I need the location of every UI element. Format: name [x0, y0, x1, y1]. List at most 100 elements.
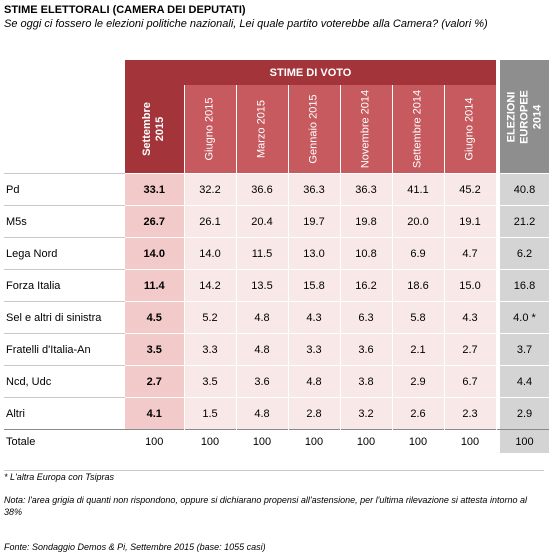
party-label: Ncd, Udc: [4, 365, 125, 398]
value-cell: 3.8: [340, 365, 393, 398]
table-row: Sel e altri di sinistra 4.5 5.2 4.8 4.3 6.3 5.…: [4, 301, 549, 334]
value-cell: 4.1: [125, 397, 185, 430]
value-cell: 11.5: [236, 237, 289, 270]
table-row: M5s 26.7 26.1 20.4 19.7 19.8 20.0 19.1 21.2: [4, 205, 549, 238]
eu-value-cell: 100: [500, 429, 549, 453]
party-label: M5s: [4, 205, 125, 238]
eu-value-cell: 40.8: [500, 173, 549, 206]
cell-gap: [496, 173, 500, 206]
value-cell: 13.5: [236, 269, 289, 302]
party-label: Altri: [4, 397, 125, 430]
value-cell: 2.8: [288, 397, 341, 430]
value-cell: 41.1: [392, 173, 445, 206]
value-cell: 19.8: [340, 205, 393, 238]
cell-gap: [496, 269, 500, 302]
cell-gap: [496, 301, 500, 334]
value-cell: 5.2: [184, 301, 237, 334]
party-label: Lega Nord: [4, 237, 125, 270]
value-cell: 14.0: [184, 237, 237, 270]
value-cell: 15.8: [288, 269, 341, 302]
cell-gap: [496, 397, 500, 430]
table-body: Pd 33.1 32.2 36.6 36.3 36.3 41.1 45.2 40.8 M5s 26.…: [4, 173, 549, 453]
column-header-0: Settembre 2015: [125, 85, 185, 174]
party-label: Pd: [4, 173, 125, 206]
column-header-label: Giugno 2015: [203, 97, 216, 161]
value-cell: 2.1: [392, 333, 445, 366]
cell-gap: [496, 365, 500, 398]
eu-value-cell: 21.2: [500, 205, 549, 238]
value-cell: 100: [392, 429, 445, 453]
value-cell: 6.3: [340, 301, 393, 334]
value-cell: 45.2: [444, 173, 497, 206]
party-label: Sel e altri di sinistra: [4, 301, 125, 334]
table-row: Fratelli d'Italia-An 3.5 3.3 4.8 3.3 3.6 2.1 2.…: [4, 333, 549, 366]
eu-value-cell: 4.0 *: [500, 301, 549, 334]
value-cell: 4.8: [288, 365, 341, 398]
value-cell: 20.0: [392, 205, 445, 238]
value-cell: 3.6: [340, 333, 393, 366]
value-cell: 2.9: [392, 365, 445, 398]
value-cell: 6.7: [444, 365, 497, 398]
value-cell: 4.8: [236, 333, 289, 366]
column-header-4: Novembre 2014: [340, 85, 393, 174]
methodology-note: Nota: l'area grigia di quanti non rispon…: [4, 495, 527, 517]
value-cell: 4.3: [288, 301, 341, 334]
value-cell: 11.4: [125, 269, 185, 302]
value-cell: 3.6: [236, 365, 289, 398]
party-label: Totale: [4, 429, 125, 453]
value-cell: 4.8: [236, 301, 289, 334]
value-cell: 2.3: [444, 397, 497, 430]
value-cell: 14.2: [184, 269, 237, 302]
value-cell: 2.7: [444, 333, 497, 366]
eu-header-label: ELEZIONI EUROPEE 2014: [505, 89, 543, 144]
column-header-label: Settembre 2014: [411, 89, 424, 169]
column-header-label: Settembre 2015: [141, 102, 167, 156]
column-header-6: Giugno 2014: [444, 85, 497, 174]
value-cell: 3.5: [184, 365, 237, 398]
chart-subtitle: Se oggi ci fossero le elezioni politiche…: [4, 18, 488, 30]
column-header-label: Marzo 2015: [255, 99, 268, 159]
value-cell: 33.1: [125, 173, 185, 206]
value-cell: 14.0: [125, 237, 185, 270]
value-cell: 4.5: [125, 301, 185, 334]
column-header-label: Giugno 2014: [463, 97, 476, 161]
value-cell: 5.8: [392, 301, 445, 334]
value-cell: 36.3: [340, 173, 393, 206]
cell-gap: [496, 237, 500, 270]
value-cell: 100: [184, 429, 237, 453]
eu-value-cell: 3.7: [500, 333, 549, 366]
value-cell: 4.8: [236, 397, 289, 430]
eu-value-cell: 6.2: [500, 237, 549, 270]
value-cell: 100: [236, 429, 289, 453]
value-cell: 36.6: [236, 173, 289, 206]
value-cell: 36.3: [288, 173, 341, 206]
value-cell: 3.3: [288, 333, 341, 366]
value-cell: 100: [340, 429, 393, 453]
value-cell: 100: [125, 429, 185, 453]
value-cell: 2.6: [392, 397, 445, 430]
value-cell: 16.2: [340, 269, 393, 302]
value-cell: 19.1: [444, 205, 497, 238]
value-cell: 100: [288, 429, 341, 453]
cell-gap: [496, 333, 500, 366]
column-header-label: Novembre 2014: [359, 89, 372, 169]
column-header-label: Gennaio 2015: [307, 94, 320, 164]
column-header-5: Settembre 2014: [392, 85, 445, 174]
cell-gap: [496, 205, 500, 238]
chart-title: STIME ELETTORALI (CAMERA DEI DEPUTATI): [4, 4, 246, 16]
eu-value-cell: 2.9: [500, 397, 549, 430]
value-cell: 26.7: [125, 205, 185, 238]
vote-estimates-table: STIME DI VOTO ELEZIONI EUROPEE 2014 Sett…: [4, 60, 549, 453]
value-cell: 20.4: [236, 205, 289, 238]
column-header-row: Settembre 2015 Giugno 2015 Marzo 2015 Genna…: [4, 85, 549, 174]
value-cell: 18.6: [392, 269, 445, 302]
corner-cell: [4, 60, 125, 85]
value-cell: 3.2: [340, 397, 393, 430]
value-cell: 2.7: [125, 365, 185, 398]
table-row: Altri 4.1 1.5 4.8 2.8 3.2 2.6 2.3 2.9: [4, 397, 549, 430]
value-cell: 13.0: [288, 237, 341, 270]
value-cell: 32.2: [184, 173, 237, 206]
value-cell: 100: [444, 429, 497, 453]
table-row: Pd 33.1 32.2 36.6 36.3 36.3 41.1 45.2 40.8: [4, 173, 549, 206]
value-cell: 6.9: [392, 237, 445, 270]
